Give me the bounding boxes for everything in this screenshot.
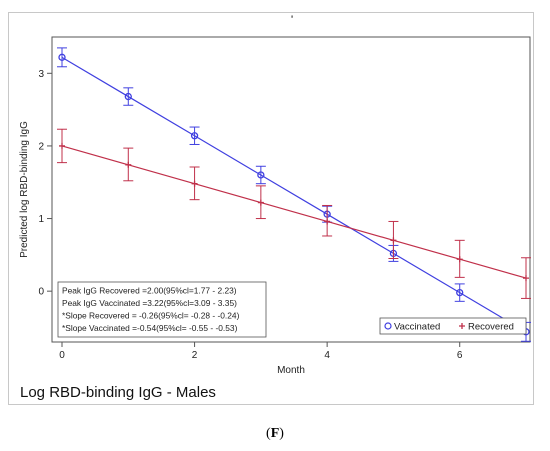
- data-point: [191, 180, 198, 187]
- annotation-layer: Peak IgG Recovered =2.00(95%cl=1.77 - 2.…: [57, 281, 527, 338]
- data-point: [125, 161, 132, 168]
- legend-marker: [459, 323, 465, 329]
- data-point: [523, 275, 529, 282]
- data-point: [390, 237, 397, 244]
- y-tick-label: 2: [38, 141, 44, 152]
- x-tick-label: 2: [192, 350, 198, 361]
- stats-line: *Slope Recovered = -0.26(95%cl= -0.28 - …: [62, 311, 240, 321]
- series-vaccinated: [57, 47, 531, 342]
- series-line: [61, 145, 527, 279]
- panel-label: (F): [0, 426, 550, 442]
- series-line: [61, 56, 527, 333]
- legend-box: [379, 317, 527, 335]
- panel-label-letter: F: [270, 426, 280, 441]
- x-axis-label: Month: [277, 365, 305, 376]
- x-tick-label: 4: [324, 350, 330, 361]
- stray-mark: ': [291, 14, 294, 26]
- panel-title: Log RBD-binding IgG - Males: [20, 384, 216, 401]
- y-axis-label: Predicted log RBD-binding IgG: [19, 121, 30, 258]
- stats-box: [57, 281, 267, 338]
- data-point: [59, 142, 65, 149]
- data-point: [190, 132, 199, 140]
- legend-label: Recovered: [468, 322, 514, 333]
- stats-line: *Slope Vaccinated =-0.54(95%cl= -0.55 - …: [62, 323, 238, 333]
- data-point: [257, 171, 265, 179]
- series-layer: [57, 47, 531, 342]
- axes: 0 2 4 6 0 1 2 3 Month Predicted log RBD-binding I…: [19, 36, 531, 376]
- y-tick-label: 3: [38, 69, 44, 80]
- legend-marker: [384, 322, 392, 330]
- data-point: [257, 199, 264, 206]
- x-tick-label: 6: [457, 350, 463, 361]
- data-point: [124, 92, 132, 101]
- stats-line: Peak IgG Vaccinated =3.22(95%cl=3.09 - 3…: [62, 298, 237, 308]
- series-recovered: [57, 128, 531, 299]
- panel-label-close: ): [279, 426, 284, 441]
- plot-area-border: [51, 36, 531, 343]
- y-tick-label: 1: [38, 214, 44, 225]
- data-point: [58, 53, 66, 61]
- data-point: [456, 288, 464, 297]
- x-tick-label: 0: [59, 350, 65, 361]
- data-point: [324, 218, 331, 225]
- panel-label-open: (: [266, 426, 271, 441]
- stats-line: Peak IgG Recovered =2.00(95%cl=1.77 - 2.…: [62, 286, 237, 296]
- y-tick-label: 0: [38, 287, 44, 298]
- data-point: [456, 256, 463, 263]
- legend-label: Vaccinated: [394, 322, 440, 333]
